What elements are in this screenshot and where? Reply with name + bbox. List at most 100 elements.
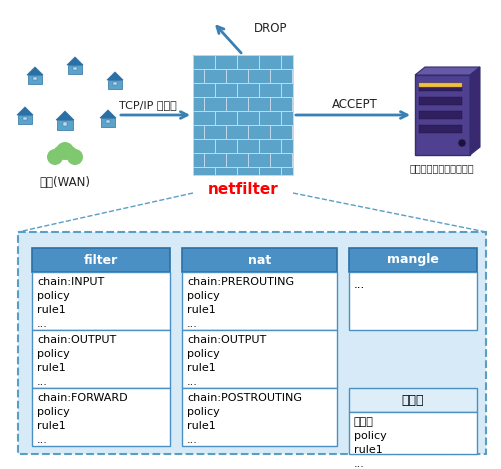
Bar bbox=[28, 75, 42, 84]
Bar bbox=[348, 412, 476, 454]
Bar bbox=[236, 111, 259, 125]
Bar bbox=[281, 167, 293, 175]
Bar bbox=[203, 125, 225, 139]
Bar bbox=[259, 111, 281, 125]
Polygon shape bbox=[414, 67, 479, 75]
Bar bbox=[182, 330, 336, 388]
Polygon shape bbox=[100, 110, 116, 118]
Bar bbox=[292, 69, 293, 83]
Text: nat: nat bbox=[247, 254, 271, 266]
Bar bbox=[259, 167, 281, 175]
Bar bbox=[32, 272, 170, 330]
Bar bbox=[225, 69, 247, 83]
Bar bbox=[281, 55, 293, 69]
Bar bbox=[203, 153, 225, 167]
Bar bbox=[348, 388, 476, 412]
Circle shape bbox=[67, 149, 83, 165]
Text: filter: filter bbox=[84, 254, 118, 266]
Bar bbox=[247, 69, 270, 83]
Bar bbox=[23, 117, 27, 121]
Bar bbox=[348, 248, 476, 272]
Bar bbox=[259, 83, 281, 97]
Bar bbox=[203, 97, 225, 111]
Bar bbox=[18, 115, 32, 124]
Bar bbox=[214, 111, 236, 125]
Bar bbox=[73, 67, 77, 70]
Bar bbox=[281, 111, 293, 125]
Bar bbox=[270, 125, 292, 139]
Text: chain:OUTPUT
policy
rule1
...: chain:OUTPUT policy rule1 ... bbox=[37, 335, 116, 387]
Bar bbox=[236, 83, 259, 97]
Bar bbox=[236, 167, 259, 175]
Bar bbox=[192, 139, 214, 153]
Circle shape bbox=[53, 146, 67, 160]
Circle shape bbox=[63, 146, 77, 160]
Bar bbox=[292, 125, 293, 139]
Bar bbox=[192, 111, 214, 125]
Bar bbox=[348, 272, 476, 330]
Text: mangle: mangle bbox=[386, 254, 438, 266]
Bar bbox=[225, 153, 247, 167]
Text: ACCEPT: ACCEPT bbox=[331, 98, 377, 112]
Bar bbox=[418, 125, 461, 133]
Circle shape bbox=[457, 139, 465, 147]
Text: chain:FORWARD
policy
rule1
...: chain:FORWARD policy rule1 ... bbox=[37, 393, 127, 445]
Text: 自定义: 自定义 bbox=[401, 393, 423, 407]
Bar bbox=[214, 55, 236, 69]
Polygon shape bbox=[56, 111, 74, 120]
Bar bbox=[247, 153, 270, 167]
Text: chain:OUTPUT
policy
rule1
...: chain:OUTPUT policy rule1 ... bbox=[187, 335, 266, 387]
Bar bbox=[281, 83, 293, 97]
Bar bbox=[292, 97, 293, 111]
Bar bbox=[236, 139, 259, 153]
Bar bbox=[418, 83, 461, 87]
Bar bbox=[108, 80, 122, 89]
Bar bbox=[292, 153, 293, 167]
Bar bbox=[192, 69, 203, 83]
Bar bbox=[192, 153, 203, 167]
Bar bbox=[259, 139, 281, 153]
Circle shape bbox=[56, 142, 74, 160]
Bar bbox=[247, 97, 270, 111]
Text: 访问主机的文件系统资源: 访问主机的文件系统资源 bbox=[409, 163, 473, 173]
Text: TCP/IP 数据包: TCP/IP 数据包 bbox=[119, 100, 176, 110]
Bar bbox=[33, 77, 37, 80]
Polygon shape bbox=[107, 72, 123, 80]
Bar bbox=[32, 248, 170, 272]
Polygon shape bbox=[17, 107, 33, 115]
Bar bbox=[270, 153, 292, 167]
Text: DROP: DROP bbox=[254, 22, 287, 35]
Bar bbox=[192, 125, 203, 139]
Text: ...: ... bbox=[353, 278, 365, 291]
Bar bbox=[203, 69, 225, 83]
Bar bbox=[259, 55, 281, 69]
Bar bbox=[192, 83, 214, 97]
Bar bbox=[192, 167, 214, 175]
Bar bbox=[113, 82, 117, 85]
Bar bbox=[270, 97, 292, 111]
Bar bbox=[192, 55, 214, 69]
Bar bbox=[63, 122, 67, 126]
Bar bbox=[418, 97, 461, 105]
Polygon shape bbox=[67, 57, 83, 65]
Bar bbox=[182, 272, 336, 330]
Text: 公网(WAN): 公网(WAN) bbox=[40, 175, 90, 189]
Bar bbox=[225, 125, 247, 139]
Bar bbox=[281, 139, 293, 153]
Bar bbox=[418, 83, 461, 91]
Bar bbox=[414, 75, 469, 155]
Polygon shape bbox=[469, 67, 479, 155]
Bar bbox=[225, 97, 247, 111]
Bar bbox=[32, 330, 170, 388]
Text: 自定义
policy
rule1
...: 自定义 policy rule1 ... bbox=[353, 417, 386, 469]
Bar bbox=[18, 232, 485, 454]
Bar bbox=[32, 388, 170, 446]
Bar bbox=[192, 97, 203, 111]
Bar bbox=[214, 167, 236, 175]
Bar bbox=[214, 139, 236, 153]
Bar bbox=[236, 55, 259, 69]
Text: chain:PREROUTING
policy
rule1
...: chain:PREROUTING policy rule1 ... bbox=[187, 277, 294, 329]
Bar bbox=[57, 120, 73, 130]
Polygon shape bbox=[27, 67, 43, 75]
Bar bbox=[247, 125, 270, 139]
